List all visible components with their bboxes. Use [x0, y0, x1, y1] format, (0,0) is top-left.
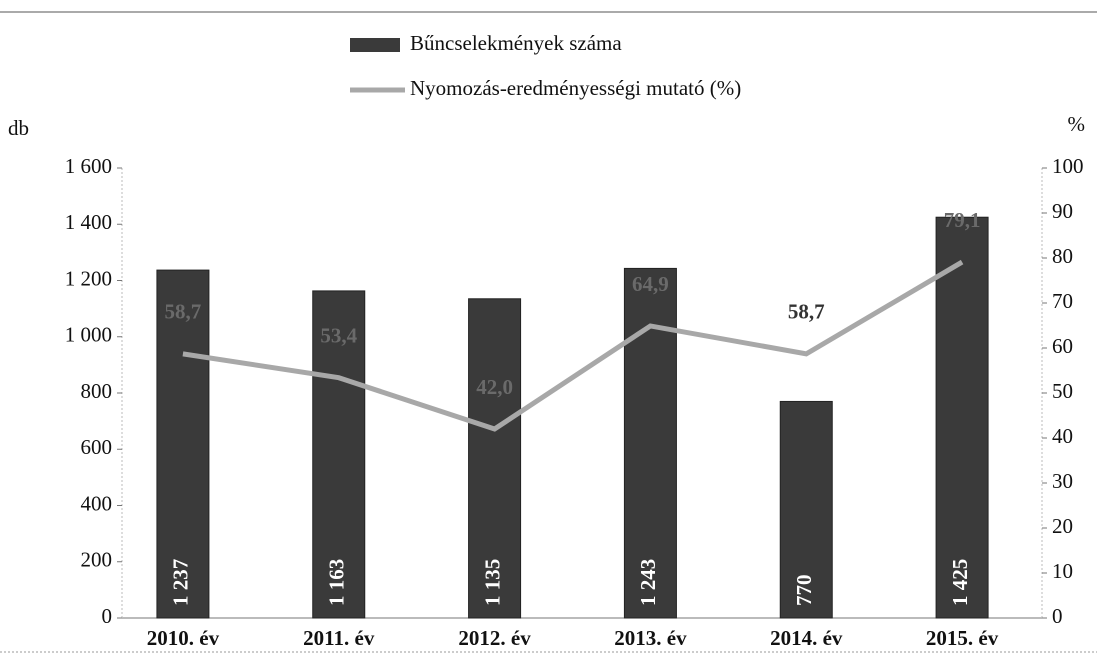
bar	[468, 298, 522, 619]
bar-value-label: 1 237	[169, 559, 193, 606]
y2-tick-label: 0	[1052, 604, 1063, 628]
line-value-label: 58,7	[165, 300, 202, 324]
y-tick-label: 1 400	[65, 210, 112, 234]
y2-tick-label: 50	[1052, 379, 1073, 403]
line-value-label: 53,4	[320, 324, 357, 348]
bar-value-label: 770	[792, 575, 816, 607]
y-tick-label: 200	[81, 548, 113, 572]
bar	[156, 269, 210, 619]
line-value-label: 79,1	[944, 208, 981, 232]
x-tick-label: 2014. év	[770, 626, 843, 650]
x-tick-label: 2013. év	[614, 626, 687, 650]
y-tick-label: 600	[81, 435, 113, 459]
y2-tick-label: 80	[1052, 244, 1073, 268]
bar-value-label: 1 163	[325, 559, 349, 606]
y2-tick-label: 100	[1052, 154, 1084, 178]
legend-label: Nyomozás-eredményességi mutató (%)	[410, 76, 741, 100]
y-axis-title: db	[8, 116, 29, 140]
bar	[312, 290, 366, 619]
y2-tick-label: 40	[1052, 424, 1073, 448]
x-tick-label: 2011. év	[303, 626, 375, 650]
bar	[779, 400, 833, 619]
legend-label: Bűncselekmények száma	[410, 31, 622, 55]
line-value-label: 58,7	[788, 300, 825, 324]
y-tick-label: 1 600	[65, 154, 112, 178]
y2-tick-label: 90	[1052, 199, 1073, 223]
y2-tick-label: 10	[1052, 559, 1073, 583]
y-tick-label: 1 200	[65, 266, 112, 290]
bar	[935, 216, 989, 619]
y2-tick-label: 20	[1052, 514, 1073, 538]
legend-swatch	[350, 38, 400, 52]
x-tick-label: 2012. év	[458, 626, 531, 650]
y-tick-label: 400	[81, 491, 113, 515]
x-tick-label: 2015. év	[926, 626, 999, 650]
y-tick-label: 0	[102, 604, 113, 628]
bar-value-label: 1 243	[636, 559, 660, 606]
line-value-label: 42,0	[476, 375, 513, 399]
y2-axis-title: %	[1068, 112, 1086, 136]
y2-tick-label: 70	[1052, 289, 1073, 313]
bar-value-label: 1 135	[480, 559, 504, 606]
y-tick-label: 1 000	[65, 323, 112, 347]
line-value-label: 64,9	[632, 272, 669, 296]
y-tick-label: 800	[81, 379, 113, 403]
y2-tick-label: 30	[1052, 469, 1073, 493]
bar-value-label: 1 425	[948, 559, 972, 606]
y2-tick-label: 60	[1052, 334, 1073, 358]
x-tick-label: 2010. év	[147, 626, 220, 650]
line	[182, 259, 964, 432]
